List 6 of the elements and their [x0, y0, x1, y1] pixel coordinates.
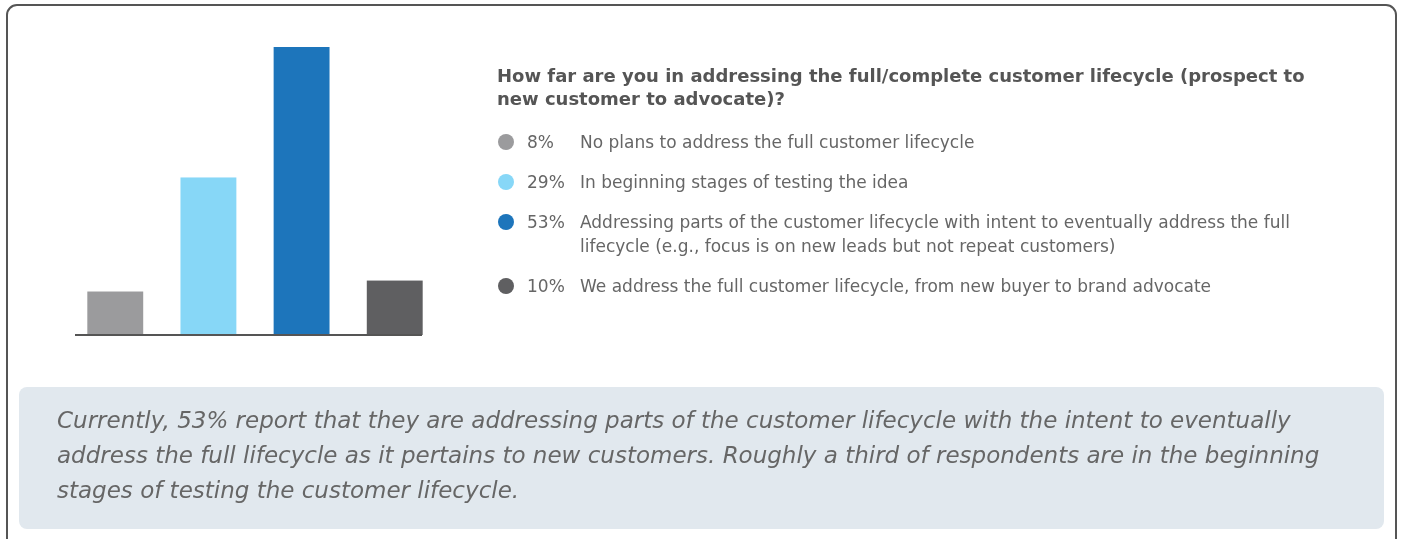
text: How far are you in addressing the full/complete customer lifecycle (prospect to new customer to advocate)?: [497, 65, 1305, 109]
legend-label: 53% Addressing parts of the customer lifecycle with intent to eventually address the full lifecycle (e.g., focus is on new leads but not repeat customers): [527, 212, 1290, 256]
legend-label: 29% In beginning stages of testing the idea: [527, 172, 909, 192]
text: 8% No plans to address the full customer lifecycle: [527, 132, 975, 152]
legend-label: 10% We address the full customer lifecycle, from new buyer to brand advocate: [527, 276, 1212, 296]
text: Currently, 53% report that they are addressing parts of the customer lifecycle with the intent to eventually address the full lifecycle as it pertains to new customers. Roughly a third of respondents are in the beginning stages of testing the customer lifecycle.: [57, 407, 1320, 503]
